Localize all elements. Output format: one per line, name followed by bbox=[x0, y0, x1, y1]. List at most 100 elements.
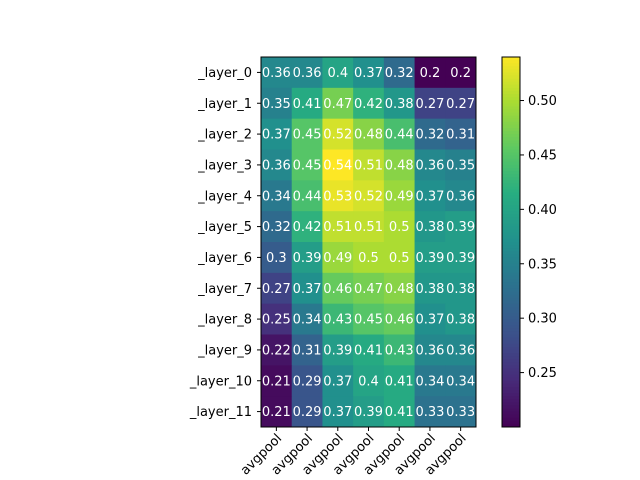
colorbar-segment bbox=[502, 254, 520, 258]
colorbar-segment bbox=[502, 275, 520, 280]
colorbar-segment bbox=[502, 291, 520, 295]
heatmap-cell bbox=[383, 396, 415, 428]
heatmap-cell bbox=[383, 149, 415, 181]
heatmap-cell bbox=[445, 211, 477, 243]
heatmap-cell bbox=[414, 334, 446, 366]
heatmap-cell-labels: 0.36 0.36 0.4 0.37 0.32 0.2 0.20.35 0.41 0.47 0.4… bbox=[262, 66, 475, 420]
cell-value-label: 0.53 bbox=[323, 189, 352, 204]
cell-value-label: 0.33 bbox=[415, 405, 444, 420]
heatmap-cell bbox=[414, 180, 446, 212]
colorbar-segment bbox=[502, 248, 520, 252]
y-tick-label: _layer_9 bbox=[197, 343, 252, 358]
cell-value-label: 0.5 bbox=[358, 251, 379, 266]
colorbar-segment bbox=[502, 272, 520, 277]
heatmap-cell bbox=[261, 242, 293, 274]
heatmap-cell bbox=[291, 87, 323, 120]
cell-value-label: 0.39 bbox=[446, 220, 475, 235]
colorbar-segment bbox=[502, 198, 520, 203]
cell-value-label: 0.37 bbox=[262, 128, 291, 143]
colorbar-segment bbox=[502, 118, 520, 123]
heatmap-cell bbox=[445, 334, 477, 366]
cell-value-label: 0.38 bbox=[385, 97, 414, 112]
colorbar-segment bbox=[502, 377, 520, 382]
heatmap-cell bbox=[353, 87, 385, 120]
colorbar-segment bbox=[502, 127, 520, 132]
heatmap-cell bbox=[414, 149, 446, 181]
colorbar-segment bbox=[502, 84, 520, 89]
heatmap-cell bbox=[322, 334, 354, 366]
colorbar-segment bbox=[502, 81, 520, 86]
colorbar-tick-label: 0.25 bbox=[528, 366, 557, 381]
colorbar-segment bbox=[502, 214, 520, 218]
colorbar-frame bbox=[501, 56, 521, 428]
colorbar-segment bbox=[502, 100, 520, 104]
cell-value-label: 0.2 bbox=[450, 66, 471, 81]
heatmap-cell bbox=[445, 242, 477, 274]
colorbar-segment bbox=[502, 325, 520, 329]
cell-value-label: 0.48 bbox=[385, 158, 414, 173]
colorbar-segment bbox=[502, 340, 520, 345]
colorbar-segment bbox=[502, 171, 520, 175]
colorbar-segment bbox=[502, 390, 520, 394]
heatmap-cell bbox=[322, 57, 354, 89]
colorbar-segment bbox=[502, 279, 520, 283]
cell-value-label: 0.52 bbox=[354, 189, 383, 204]
heatmap-cell bbox=[291, 180, 323, 212]
cell-value-label: 0.51 bbox=[354, 158, 383, 173]
cell-value-label: 0.27 bbox=[415, 97, 444, 112]
cell-value-label: 0.38 bbox=[446, 282, 475, 297]
colorbar-segment bbox=[502, 112, 520, 117]
y-tick-label: _layer_2 bbox=[197, 128, 252, 143]
heatmap-cell bbox=[322, 396, 354, 428]
colorbar-segment bbox=[502, 414, 520, 419]
colorbar-segment bbox=[502, 309, 520, 314]
cell-value-label: 0.34 bbox=[293, 313, 322, 328]
heatmap-cell bbox=[414, 396, 446, 428]
colorbar-tick-label: 0.30 bbox=[528, 312, 557, 327]
cell-value-label: 0.32 bbox=[415, 128, 444, 143]
heatmap-cell bbox=[322, 303, 354, 335]
colorbar-segment bbox=[502, 155, 520, 160]
cell-value-label: 0.45 bbox=[293, 128, 322, 143]
cell-value-label: 0.37 bbox=[293, 282, 322, 297]
colorbar-segment bbox=[502, 408, 520, 413]
heatmap-cell bbox=[322, 272, 354, 305]
colorbar-segment bbox=[502, 131, 520, 135]
heatmap-cell bbox=[261, 149, 293, 181]
heatmap-cell bbox=[291, 365, 323, 397]
colorbar-tick-label: 0.50 bbox=[528, 94, 557, 109]
cell-value-label: 0.37 bbox=[415, 313, 444, 328]
cell-value-label: 0.36 bbox=[415, 343, 444, 358]
heatmap-cell bbox=[291, 118, 323, 150]
colorbar-segment bbox=[502, 164, 520, 169]
y-tick-label: _layer_6 bbox=[197, 251, 252, 266]
colorbar-segment bbox=[502, 371, 520, 376]
cell-value-label: 0.52 bbox=[323, 128, 352, 143]
cell-value-label: 0.21 bbox=[262, 405, 291, 420]
heatmap-cell bbox=[445, 57, 477, 89]
colorbar-segment bbox=[502, 192, 520, 197]
heatmap-cell bbox=[383, 118, 415, 150]
cell-value-label: 0.45 bbox=[354, 313, 383, 328]
cell-value-label: 0.38 bbox=[446, 313, 475, 328]
colorbar-segment bbox=[502, 260, 520, 265]
heatmap-cell bbox=[261, 396, 293, 428]
heatmap-cell bbox=[383, 242, 415, 274]
colorbar-segment bbox=[502, 177, 520, 181]
cell-value-label: 0.21 bbox=[262, 374, 291, 389]
colorbar-segment bbox=[502, 220, 520, 224]
cell-value-label: 0.41 bbox=[385, 374, 414, 389]
heatmap-cell bbox=[322, 118, 354, 150]
heatmap-cell bbox=[291, 334, 323, 366]
heatmap-cell bbox=[353, 272, 385, 305]
colorbar-segment bbox=[502, 420, 520, 425]
heatmap-cell bbox=[414, 57, 446, 89]
heatmap-cell bbox=[414, 242, 446, 274]
y-tick-label: _layer_7 bbox=[197, 282, 252, 297]
colorbar-segment bbox=[502, 121, 520, 126]
colorbar-segment bbox=[502, 75, 520, 80]
colorbar-segment bbox=[502, 174, 520, 178]
colorbar-segment bbox=[502, 417, 520, 422]
colorbar-segment bbox=[502, 137, 520, 141]
colorbar-segment bbox=[502, 380, 520, 385]
